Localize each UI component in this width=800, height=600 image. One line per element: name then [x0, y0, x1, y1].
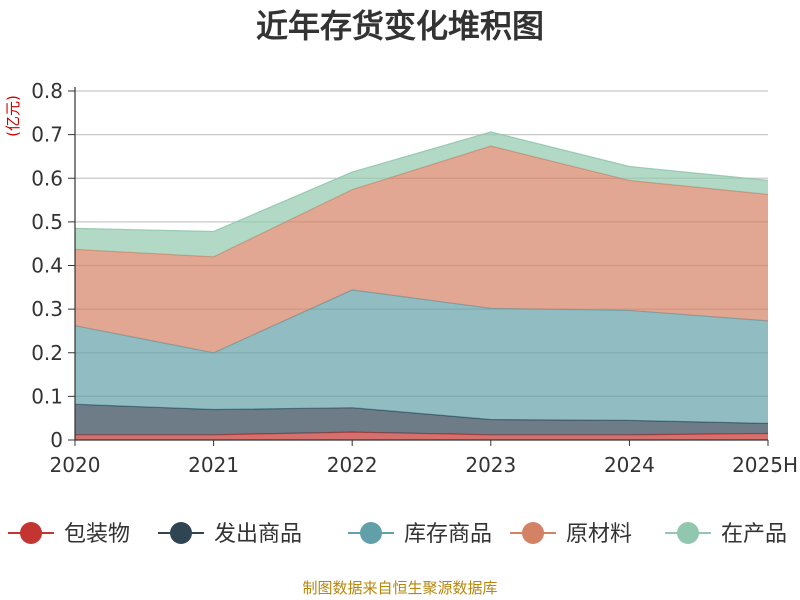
area-series-layer	[74, 131, 769, 440]
legend-marker	[522, 522, 544, 544]
legend-marker	[170, 522, 192, 544]
data-source-note: 制图数据来自恒生聚源数据库	[302, 579, 497, 597]
legend-label: 在产品	[721, 522, 787, 547]
x-tick-label: 2023	[465, 453, 516, 477]
area-series-1	[75, 432, 768, 440]
area-series-5	[75, 132, 768, 257]
chart-title: 近年存货变化堆积图	[256, 7, 544, 45]
x-tick-label: 2021	[188, 453, 239, 477]
area-series-3	[75, 289, 768, 424]
area-series-4	[75, 146, 768, 353]
y-tick-label: 0.4	[31, 254, 63, 278]
legend-label: 包装物	[64, 522, 130, 547]
legend-item-4[interactable]: 原材料	[510, 522, 632, 547]
y-tick-label: 0	[50, 428, 63, 452]
y-tick-label: 0.7	[31, 123, 63, 147]
series-line-5	[74, 131, 769, 233]
y-tick-label: 0.1	[31, 384, 63, 408]
legend-label: 原材料	[566, 522, 632, 547]
legend-item-5[interactable]: 在产品	[665, 522, 787, 547]
x-tick-label: 2020	[50, 453, 101, 477]
y-tick-label: 0.5	[31, 210, 63, 234]
y-tick-label: 0.2	[31, 341, 63, 365]
legend-marker	[360, 522, 382, 544]
legend-label: 库存商品	[404, 522, 492, 547]
y-tick-label: 0.8	[31, 79, 63, 103]
legend-item-3[interactable]: 库存商品	[348, 522, 492, 547]
legend-label: 发出商品	[214, 522, 302, 547]
legend-marker	[20, 522, 42, 544]
x-tick-label: 2024	[604, 453, 655, 477]
x-tick-label: 2025H	[732, 453, 798, 477]
area-series-2	[75, 404, 768, 435]
series-line-3	[74, 289, 769, 354]
axes: 0 0.1 0.2 0.3 0.4 0.5 0.6 0.7 0.8 2020 2021 2022 202…	[31, 79, 798, 477]
y-axis-unit-label: (亿元)	[4, 95, 22, 137]
x-tick-label: 2022	[327, 453, 378, 477]
y-tick-label: 0.6	[31, 166, 63, 190]
y-tick-label: 0.3	[31, 297, 63, 321]
legend-item-2[interactable]: 发出商品	[158, 522, 302, 547]
legend-item-1[interactable]: 包装物	[8, 522, 130, 547]
legend: 包装物 发出商品 库存商品 原材料 在产品	[8, 522, 787, 547]
legend-marker	[677, 522, 699, 544]
